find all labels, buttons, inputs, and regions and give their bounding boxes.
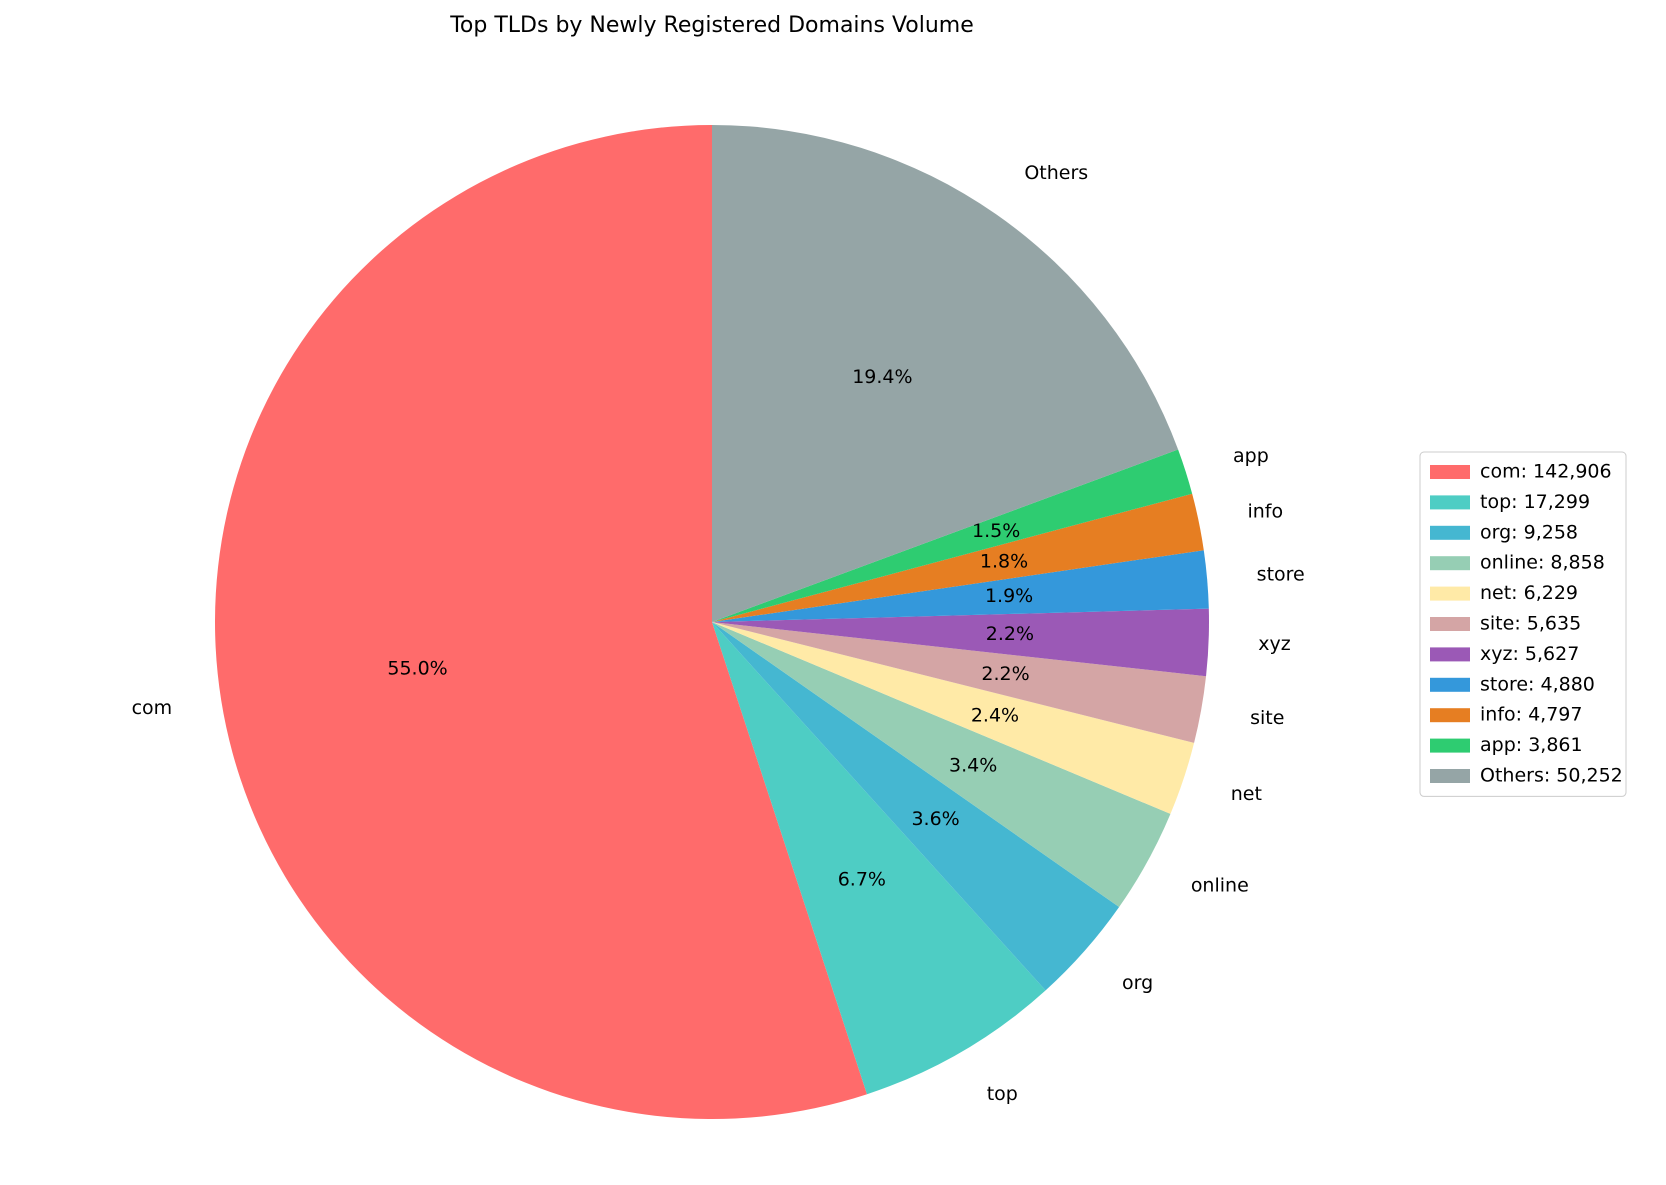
slice-label: app <box>1233 445 1269 467</box>
percent-label: 2.2% <box>986 623 1034 645</box>
legend-swatch <box>1430 495 1470 510</box>
slice-label: info <box>1247 500 1283 522</box>
slice-label: site <box>1250 707 1284 729</box>
pie-slice <box>712 622 1046 1095</box>
percent-label: 1.5% <box>972 520 1020 542</box>
pie-slice <box>712 622 1207 743</box>
chart-title: Top TLDs by Newly Registered Domains Vol… <box>449 13 974 38</box>
legend-label: online: 8,858 <box>1480 552 1605 574</box>
percent-label: 1.8% <box>980 550 1028 572</box>
pie-slice <box>712 622 1120 991</box>
slice-label: xyz <box>1258 633 1290 655</box>
legend-label: site: 5,635 <box>1480 613 1581 635</box>
pie-slice <box>712 622 1171 908</box>
percent-label: 1.9% <box>985 585 1033 607</box>
slice-label: store <box>1257 564 1305 586</box>
percent-label: 19.4% <box>852 366 912 388</box>
legend-label: info: 4,797 <box>1480 704 1582 726</box>
legend-swatch <box>1430 617 1470 631</box>
slice-label: net <box>1231 783 1262 805</box>
percent-label: 2.4% <box>971 705 1019 727</box>
legend-swatch <box>1430 677 1470 692</box>
percent-label: 2.2% <box>981 663 1029 685</box>
pie-slice <box>712 493 1204 622</box>
legend-label: store: 4,880 <box>1480 673 1595 695</box>
legend: com: 142,906 top: 17,299 org: 9,258 online:… <box>1419 451 1627 797</box>
legend-swatch <box>1430 708 1470 723</box>
percent-label: 3.6% <box>911 808 959 830</box>
legend-label: net: 6,229 <box>1480 582 1578 604</box>
legend-swatch <box>1430 525 1470 540</box>
slice-label: online <box>1191 874 1249 896</box>
legend-swatch <box>1430 586 1470 601</box>
legend-label: xyz: 5,627 <box>1480 643 1579 665</box>
pie-slice <box>214 125 868 1120</box>
pie-slice <box>712 449 1193 622</box>
percent-label: 6.7% <box>838 868 886 890</box>
legend-label: com: 142,906 <box>1480 461 1612 483</box>
percent-label: 3.4% <box>949 754 997 776</box>
pie-slice <box>712 608 1209 677</box>
legend-swatch <box>1430 769 1470 783</box>
legend-label: org: 9,258 <box>1480 521 1578 543</box>
legend-label: top: 17,299 <box>1480 491 1590 513</box>
slice-label: com <box>132 697 173 719</box>
slice-label: Others <box>1024 162 1088 184</box>
legend-swatch <box>1430 647 1470 662</box>
legend-label: app: 3,861 <box>1480 734 1583 756</box>
pie-slice <box>712 125 1179 622</box>
slice-label: top <box>987 1083 1018 1105</box>
legend-swatch <box>1430 465 1470 479</box>
legend-swatch <box>1430 738 1470 753</box>
percent-label: 55.0% <box>387 658 447 680</box>
legend-frame <box>1419 451 1627 797</box>
slice-label: org <box>1122 972 1153 994</box>
pie-slice <box>712 622 1195 814</box>
pie-slice <box>712 550 1209 622</box>
legend-swatch <box>1430 556 1470 571</box>
legend-label: Others: 50,252 <box>1480 765 1623 787</box>
